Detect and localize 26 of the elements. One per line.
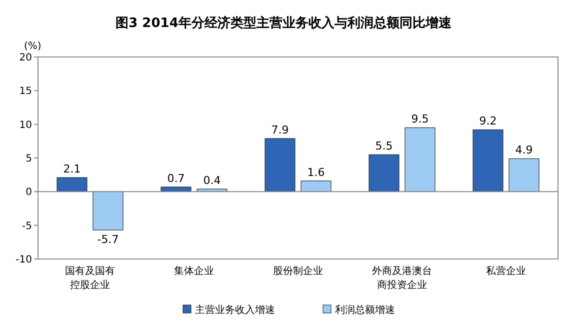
data-label: 7.9: [271, 123, 289, 136]
y-tick-label: 5: [26, 154, 32, 164]
y-tick-label: 20: [19, 52, 32, 64]
data-label: 9.2: [479, 114, 497, 128]
x-tick-label: 私营企业: [486, 265, 526, 277]
y-tick-label: -5: [22, 220, 32, 232]
x-tick-label: 集体企业: [174, 265, 214, 277]
y-tick-label: 0: [26, 187, 32, 198]
data-label: 0.7: [167, 172, 185, 185]
x-tick-label: 外商及港澳台商投资企业: [372, 265, 432, 291]
data-label: 4.9: [515, 144, 533, 157]
x-tick-label: 国有及国有控股企业: [65, 265, 115, 291]
y-axis-title: (%): [24, 41, 42, 52]
legend-label: 利润总额增速: [335, 304, 395, 316]
data-label: -5.7: [97, 233, 119, 246]
data-label: 1.6: [307, 166, 325, 179]
y-tick-label: -10: [16, 254, 32, 266]
legend-label: 主营业务收入增速: [195, 304, 275, 316]
chart-title: 图3 2014年分经济类型主营业务收入与利润总额同比增速: [116, 15, 452, 31]
data-label: 5.5: [375, 140, 393, 153]
data-label: 2.1: [63, 162, 81, 176]
data-label: 0.4: [203, 174, 221, 187]
x-tick-label: 股份制企业: [273, 265, 323, 277]
y-tick-label: 10: [19, 120, 32, 131]
data-label: 9.5: [411, 112, 429, 126]
y-tick-label: 15: [19, 86, 32, 98]
